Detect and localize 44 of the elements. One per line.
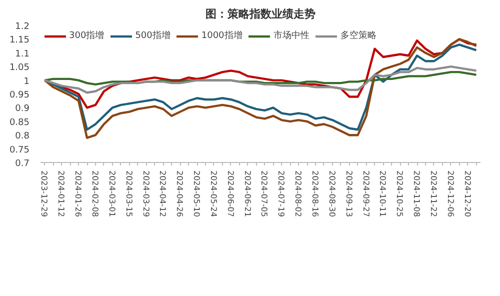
legend-label: 多空策略 — [340, 30, 376, 42]
x-tick-label: 2024-11-22 — [428, 170, 438, 217]
x-tick-label: 2024-02-08 — [90, 170, 100, 217]
y-tick-label: 1.15 — [9, 36, 30, 46]
y-tick-label: 1.05 — [9, 63, 30, 74]
legend-label: 500指增 — [135, 30, 170, 42]
x-tick-label: 2024-03-01 — [107, 170, 116, 217]
y-tick-label: 0.9 — [15, 104, 30, 114]
x-tick-label: 2024-09-13 — [344, 170, 354, 217]
x-tick-label: 2024-07-19 — [276, 170, 286, 217]
x-tick-label: 2024-06-21 — [242, 170, 252, 217]
x-tick-label: 2023-12-29 — [40, 170, 49, 217]
x-tick-label: 2024-05-24 — [208, 170, 218, 217]
x-tick-label: 2024-06-07 — [226, 170, 235, 217]
y-tick-label: 1.2 — [15, 22, 30, 32]
x-tick-label: 2024-08-16 — [310, 170, 320, 217]
y-tick-label: 0.95 — [9, 90, 30, 100]
x-tick-label: 2024-01-26 — [74, 170, 83, 217]
y-tick-label: 0.75 — [9, 145, 30, 156]
x-tick-label: 2024-01-12 — [56, 170, 66, 217]
x-tick-label: 2024-07-05 — [260, 170, 269, 217]
x-tick-label: 2024-12-20 — [462, 170, 472, 217]
y-tick-label: 0.85 — [9, 118, 30, 128]
x-tick-label: 2024-04-26 — [175, 170, 184, 217]
x-tick-label: 2024-08-30 — [327, 170, 336, 217]
x-tick-label: 2024-03-29 — [141, 170, 150, 217]
x-tick-label: 2024-12-06 — [446, 170, 455, 217]
legend-label: 1000指增 — [201, 30, 242, 42]
line-series — [44, 66, 478, 94]
x-tick-label: 2024-11-08 — [412, 170, 422, 217]
x-tick-label: 2024-10-11 — [378, 170, 388, 217]
y-tick-label: 1.1 — [15, 49, 30, 60]
y-tick-label: 0.8 — [15, 132, 30, 142]
x-tick-label: 2024-08-02 — [294, 170, 303, 217]
x-tick-label: 2024-10-25 — [395, 170, 404, 217]
x-tick-label: 2024-03-15 — [124, 170, 134, 217]
legend-label: 市场中性 — [273, 30, 310, 42]
y-tick-label: 1 — [24, 76, 30, 87]
x-tick-label: 2024-04-12 — [158, 170, 168, 217]
chart-title: 图：策略指数业绩走势 — [206, 8, 316, 20]
x-tick-label: 2024-05-10 — [192, 170, 202, 217]
y-tick-label: 0.7 — [15, 159, 30, 169]
x-tick-label: 2024-09-27 — [361, 170, 370, 217]
legend-label: 300指增 — [69, 30, 104, 42]
